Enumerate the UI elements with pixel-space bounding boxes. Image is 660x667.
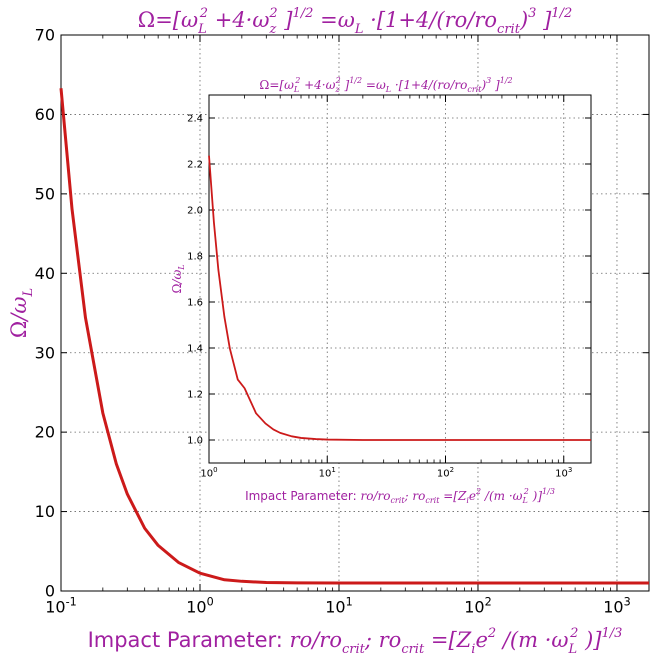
y-tick-label: 70 — [35, 26, 55, 45]
y-tick-label: 1.6 — [187, 298, 203, 309]
y-tick-label: 1.4 — [187, 344, 203, 355]
y-tick-label: 2.2 — [187, 160, 203, 171]
inset-ticks — [208, 95, 591, 463]
y-tick-label: 20 — [35, 423, 55, 442]
y-tick-label: 60 — [35, 105, 55, 124]
y-tick-label: 1.8 — [187, 252, 203, 263]
y-tick-label: 2.4 — [187, 114, 203, 125]
inset-x-tick-labels: 100 101 102 103 — [200, 466, 572, 480]
y-tick-label: 1.0 — [187, 436, 203, 447]
y-tick-label: 50 — [35, 184, 55, 203]
main-title: Ω=[ωL2 +4·ωz2 ]1/2 =ωL ·[1+4/(ro/rocrit)… — [138, 6, 572, 37]
x-tick-label: 100 — [186, 595, 213, 616]
y-tick-label: 10 — [35, 502, 55, 521]
main-series-line — [59, 88, 649, 585]
x-tick-label: 100 — [200, 466, 217, 480]
y-tick-label: 40 — [35, 264, 55, 283]
inset-grid — [209, 95, 591, 463]
x-tick-label: 103 — [555, 466, 572, 480]
inset-y-axis-label: Ω/ωL — [170, 264, 186, 293]
y-tick-label: 0 — [45, 582, 55, 601]
inset-plot-area — [208, 94, 592, 464]
x-tick-label: 10-1 — [45, 595, 77, 616]
inset-x-axis-label: Impact Parameter: ro/rocrit; rocrit =[Zi… — [245, 487, 555, 505]
inset-title: Ω=[ωL2 +4·ωz2 ]1/2 =ωL ·[1+4/(ro/rocrit)… — [259, 76, 512, 94]
main-x-tick-labels: 10-1 100 101 102 103 — [45, 595, 630, 616]
main-ticks — [60, 34, 649, 592]
y-tick-label: 30 — [35, 343, 55, 362]
x-tick-label: 101 — [319, 466, 336, 480]
main-y-axis-label: Ω/ωL — [7, 288, 36, 338]
x-tick-label: 102 — [437, 466, 454, 480]
inset-y-tick-labels: 1.0 1.2 1.4 1.6 1.8 2.0 2.2 2.4 — [187, 114, 203, 447]
inset-chart: 1.0 1.2 1.4 1.6 1.8 2.0 2.2 2.4 100 101 102 103 Ω=… — [170, 76, 592, 505]
x-tick-label: 101 — [325, 595, 352, 616]
inset-series-line — [208, 155, 591, 441]
main-y-tick-labels: 0 10 20 30 40 50 60 70 — [35, 26, 55, 601]
y-tick-label: 2.0 — [187, 206, 203, 217]
x-tick-label: 103 — [603, 595, 630, 616]
main-x-axis-label: Impact Parameter: ro/rocrit; rocrit =[Zi… — [88, 626, 623, 657]
x-tick-label: 102 — [464, 595, 491, 616]
y-tick-label: 1.2 — [187, 390, 203, 401]
